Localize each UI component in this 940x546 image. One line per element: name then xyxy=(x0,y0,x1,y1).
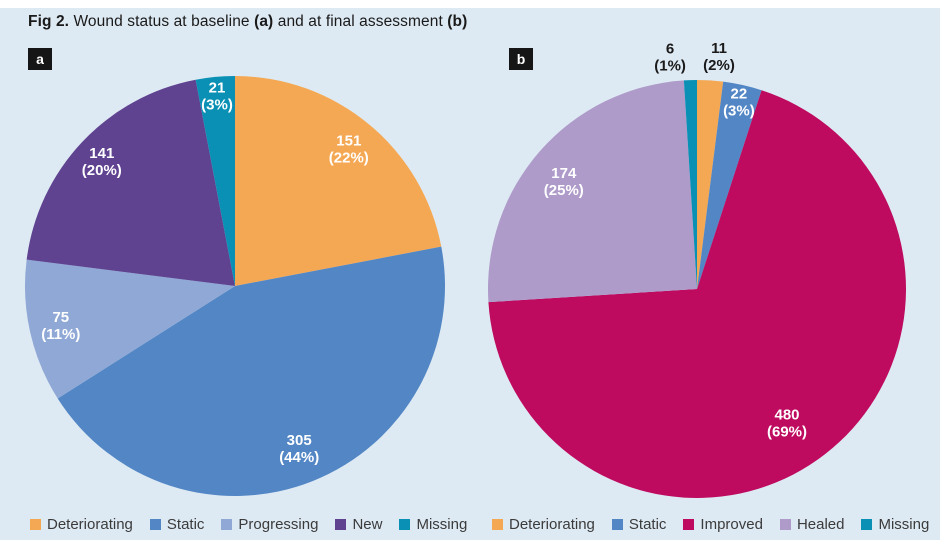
legend-label: Deteriorating xyxy=(509,516,595,533)
pie-slice-value-label-missing: 6 (1%) xyxy=(654,41,686,75)
legend-item-improved: Improved xyxy=(683,516,763,533)
pie-slice-deteriorating xyxy=(697,80,724,289)
legend-swatch-missing xyxy=(861,519,873,530)
pie-slice-value-label-missing: 21 (3%) xyxy=(201,80,233,114)
legend-item-static: Static xyxy=(611,516,667,533)
pie-chart-final-assessment: 11 (2%) 22 (3%) 480 (69%) 174 (25%) 6 (1%) xyxy=(487,40,906,499)
pie-slice-value-label-improved: 480 (69%) xyxy=(767,406,807,440)
legend-item-missing: Missing xyxy=(861,516,929,533)
legend-swatch-static xyxy=(611,519,623,530)
legend-item-missing: Missing xyxy=(399,516,467,533)
legend-swatch-healed xyxy=(779,519,791,530)
legend-final-assessment: Deteriorating Static Improved Healed Missing xyxy=(492,516,929,533)
pie-chart-baseline: 151 (22%) 305 (44%) 75 (11%) 141 (20%) 21 (3%) xyxy=(25,76,445,496)
pie-slice-static xyxy=(57,246,445,496)
legend-swatch-progressing xyxy=(221,519,233,530)
pie-slice-progressing xyxy=(25,259,235,399)
legend-label: Healed xyxy=(796,516,845,533)
pie-slice-value-label-static: 22 (3%) xyxy=(723,85,755,119)
figure-title-segment: and at final assessment xyxy=(273,13,448,30)
legend-swatch-missing xyxy=(399,519,411,530)
legend-label: Static xyxy=(628,516,667,533)
pie-slice-value-label-static: 305 (44%) xyxy=(279,432,319,466)
legend-swatch-new xyxy=(335,519,347,530)
figure-title-segment: Wound status at baseline xyxy=(69,13,255,30)
legend-swatch-deteriorating xyxy=(30,519,41,530)
legend-label: New xyxy=(352,516,383,533)
figure-title-segment: Fig 2. xyxy=(28,13,70,30)
legend-label: Deteriorating xyxy=(47,516,133,533)
panel-b-badge: b xyxy=(509,48,533,70)
pie-slice-value-label-new: 141 (20%) xyxy=(82,145,122,179)
legend-label: Improved xyxy=(700,516,763,533)
pie-slice-static xyxy=(697,81,762,290)
pie-slice-value-label-deteriorating: 151 (22%) xyxy=(329,133,369,167)
legend-item-healed: Healed xyxy=(779,516,845,533)
figure-title: Fig 2. Wound status at baseline (a) and … xyxy=(28,13,467,31)
legend-swatch-deteriorating xyxy=(492,519,503,530)
pie-slice-value-label-progressing: 75 (11%) xyxy=(41,309,80,343)
legend-item-progressing: Progressing xyxy=(221,516,318,533)
legend-label: Progressing xyxy=(238,516,319,533)
panel-a-badge: a xyxy=(28,48,52,70)
legend-item-deteriorating: Deteriorating xyxy=(30,516,133,533)
legend-label: Static xyxy=(166,516,205,533)
pie-slice-new xyxy=(26,79,235,286)
legend-label: Missing xyxy=(416,516,468,533)
legend-label: Missing xyxy=(878,516,930,533)
figure-title-segment: (a) xyxy=(254,13,274,30)
pie-slice-value-label-healed: 174 (25%) xyxy=(544,165,584,199)
pie-slice-deteriorating xyxy=(235,76,442,286)
legend-item-deteriorating: Deteriorating xyxy=(492,516,595,533)
pie-slice-value-label-deteriorating: 11 (2%) xyxy=(703,40,735,74)
legend-item-new: New xyxy=(335,516,382,533)
pie-slice-healed xyxy=(487,80,697,303)
legend-swatch-improved xyxy=(683,519,695,530)
pie-slice-missing xyxy=(683,80,697,289)
legend-baseline: Deteriorating Static Progressing New Missing xyxy=(30,516,467,533)
legend-item-static: Static xyxy=(149,516,205,533)
legend-swatch-static xyxy=(149,519,161,530)
figure-title-segment: (b) xyxy=(447,13,468,30)
pie-slice-improved xyxy=(488,90,906,499)
pie-slice-missing xyxy=(195,76,235,286)
